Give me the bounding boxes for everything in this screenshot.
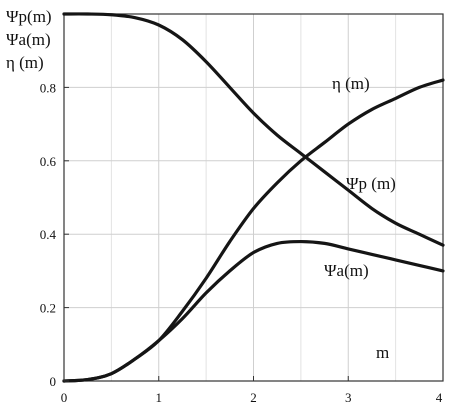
y-axis-labels: Ψp(m) Ψa(m) η (m) — [6, 7, 52, 72]
x-tick-label: 1 — [156, 390, 163, 405]
series-label-psi-p: Ψp (m) — [346, 174, 396, 193]
curves-layer — [62, 12, 445, 383]
y-axis-label-eta: η (m) — [6, 53, 44, 72]
x-tick-label: 3 — [345, 390, 352, 405]
y-tick-label: 0.2 — [40, 301, 56, 316]
series-line-psi-a — [62, 239, 445, 383]
y-axis-label-psi-p: Ψp(m) — [6, 7, 52, 26]
x-tick-label: 0 — [61, 390, 68, 405]
x-axis-label: m — [376, 343, 389, 362]
x-tick-label: 2 — [250, 390, 257, 405]
y-tick-label: 0 — [50, 374, 57, 389]
ticks-layer: 0 1 2 3 4 0 0.2 0.4 0.6 0.8 — [40, 80, 444, 405]
grid-layer — [64, 14, 443, 381]
series-label-eta: η (m) — [332, 74, 370, 93]
y-tick-label: 0.4 — [40, 227, 57, 242]
series-line-psi-p — [62, 12, 445, 247]
y-tick-label: 0.8 — [40, 80, 56, 95]
x-tick-label: 4 — [436, 390, 443, 405]
y-tick-label: 0.6 — [40, 154, 57, 169]
series-label-psi-a: Ψa(m) — [324, 261, 369, 280]
y-axis-label-psi-a: Ψa(m) — [6, 30, 51, 49]
